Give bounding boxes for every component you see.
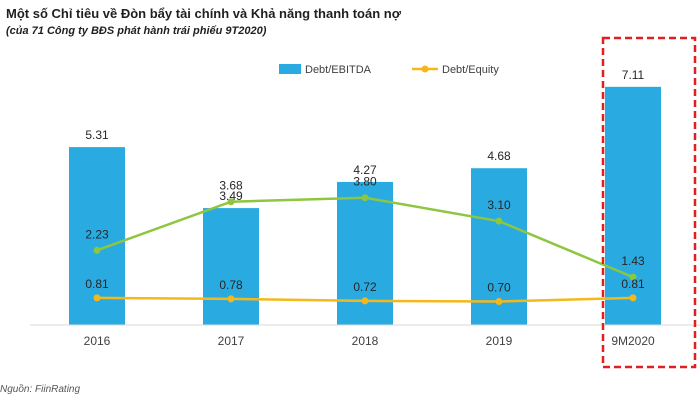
source-note: Nguồn: FiinRating [0, 384, 81, 395]
x-tick-label-9M2020: 9M2020 [611, 334, 655, 348]
legend-swatch-debt-ebitda [279, 64, 301, 74]
chart-title: Một số Chỉ tiêu về Đòn bẩy tài chính và … [6, 6, 401, 21]
x-tick-label-2016: 2016 [84, 334, 111, 348]
legend-label-debt-equity: Debt/Equity [442, 64, 499, 76]
chart-subtitle: (của 71 Công ty BĐS phát hành trái phiếu… [6, 25, 267, 37]
bar-9M2020 [605, 86, 661, 325]
debt-equity-value-label-2016: 0.81 [85, 277, 109, 291]
debt-equity-point-2017 [227, 295, 235, 303]
bar-value-label-2019: 4.68 [487, 149, 511, 163]
green-value-label-2018: 3.80 [353, 175, 377, 189]
green-value-label-2019: 3.10 [487, 198, 511, 212]
bar-value-label-2017: 3.49 [219, 189, 243, 203]
debt-equity-value-label-2018: 0.72 [353, 280, 377, 294]
green-value-label-9M2020: 1.43 [621, 254, 645, 268]
green-series-point-2017 [227, 198, 235, 206]
x-tick-label-2018: 2018 [352, 334, 379, 348]
bar-value-label-2018: 4.27 [353, 163, 377, 177]
green-series-point-2019 [495, 217, 503, 225]
bar-value-label-9M2020: 7.11 [622, 68, 645, 82]
bar-value-label-2016: 5.31 [85, 128, 109, 142]
green-series-point-2018 [361, 194, 369, 202]
debt-equity-value-label-2017: 0.78 [219, 278, 243, 292]
green-value-label-2017: 3.68 [219, 179, 243, 193]
legend-marker-debt-equity [421, 65, 429, 73]
legend-label-debt-ebitda: Debt/EBITDA [305, 64, 372, 76]
debt-equity-point-2016 [93, 294, 101, 302]
debt-equity-point-2019 [495, 298, 503, 306]
green-series-point-2016 [93, 246, 101, 254]
debt-equity-value-label-9M2020: 0.81 [621, 277, 645, 291]
highlight-box-9M2020 [601, 36, 697, 369]
debt-equity-point-9M2020 [629, 294, 637, 302]
green-value-label-2016: 2.23 [85, 227, 109, 241]
x-tick-label-2019: 2019 [486, 334, 513, 348]
green-series-point-9M2020 [629, 273, 637, 281]
x-tick-label-2017: 2017 [218, 334, 245, 348]
bar-2017 [203, 208, 259, 325]
debt-equity-point-2018 [361, 297, 369, 305]
debt-equity-value-label-2019: 0.70 [487, 281, 511, 295]
